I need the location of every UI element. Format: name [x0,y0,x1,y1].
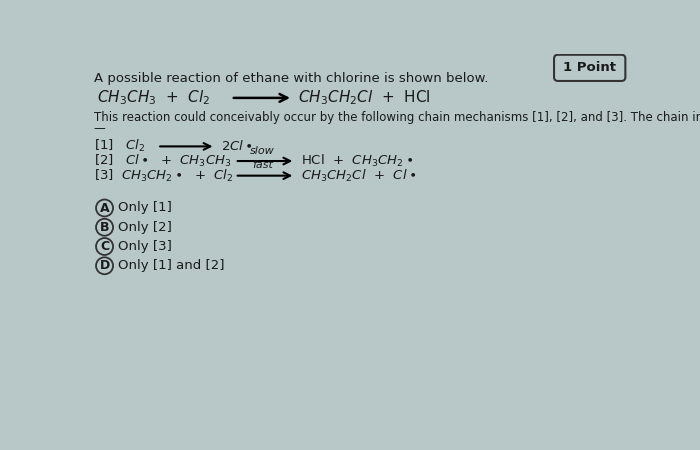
Text: Only [1] and [2]: Only [1] and [2] [118,259,225,272]
Text: 1 Point: 1 Point [564,61,616,74]
Text: [2]   $Cl\bullet$  +  $CH_3CH_3$: [2] $Cl\bullet$ + $CH_3CH_3$ [94,153,231,169]
Circle shape [96,238,113,255]
Text: $CH_3CH_2Cl$  +  HCl: $CH_3CH_2Cl$ + HCl [298,89,431,107]
Text: B: B [100,221,109,234]
Text: Only [1]: Only [1] [118,202,172,215]
Text: HCl  +  $CH_3CH_2\bullet$: HCl + $CH_3CH_2\bullet$ [300,153,413,169]
Text: $CH_3CH_2Cl$  +  $Cl\bullet$: $CH_3CH_2Cl$ + $Cl\bullet$ [300,167,416,184]
Circle shape [96,257,113,274]
Text: C: C [100,240,109,253]
Circle shape [96,219,113,236]
Text: —: — [94,122,106,135]
Text: This reaction could conceivably occur by the following chain mechanisms [1], [2]: This reaction could conceivably occur by… [94,111,700,124]
Text: Only [2]: Only [2] [118,221,172,234]
Text: [3]  $CH_3CH_2\bullet$  +  $Cl_2$: [3] $CH_3CH_2\bullet$ + $Cl_2$ [94,167,233,184]
Text: [1]   $Cl_2$: [1] $Cl_2$ [94,138,145,154]
Circle shape [96,199,113,216]
Text: Only [3]: Only [3] [118,240,172,253]
Text: $CH_3CH_3$  +  $Cl_2$: $CH_3CH_3$ + $Cl_2$ [97,89,210,107]
Text: $2Cl\bullet$: $2Cl\bullet$ [220,140,253,153]
Text: A: A [99,202,109,215]
Text: D: D [99,259,110,272]
Text: fast: fast [252,160,273,170]
FancyBboxPatch shape [554,55,625,81]
Text: A possible reaction of ethane with chlorine is shown below.: A possible reaction of ethane with chlor… [94,72,488,85]
Text: slow: slow [251,146,275,156]
